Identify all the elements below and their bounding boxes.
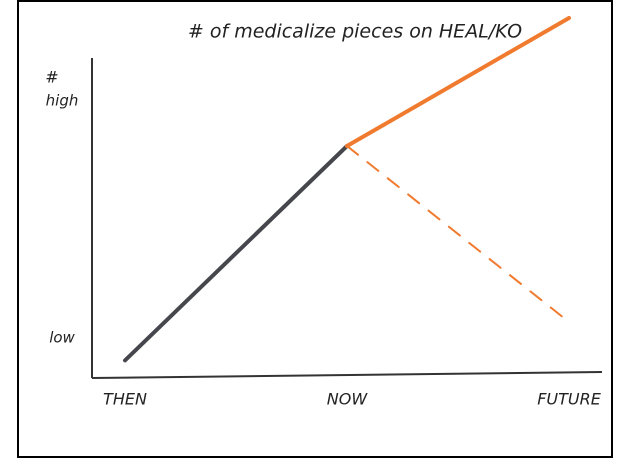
- x-tick-label: FUTURE: [537, 390, 602, 409]
- series-line: [345, 16, 571, 148]
- x-axis: [91, 371, 603, 379]
- frame: [17, 0, 613, 458]
- series-line: [346, 145, 570, 323]
- y-axis-label: #: [45, 68, 58, 87]
- y-tick-label: high: [46, 92, 79, 110]
- chart-title: # of medicalize pieces on HEAL/KO: [188, 21, 522, 43]
- x-tick-label: NOW: [327, 390, 369, 409]
- y-tick-label: low: [49, 329, 75, 347]
- x-tick-label: THEN: [103, 390, 147, 409]
- series-line: [123, 144, 349, 363]
